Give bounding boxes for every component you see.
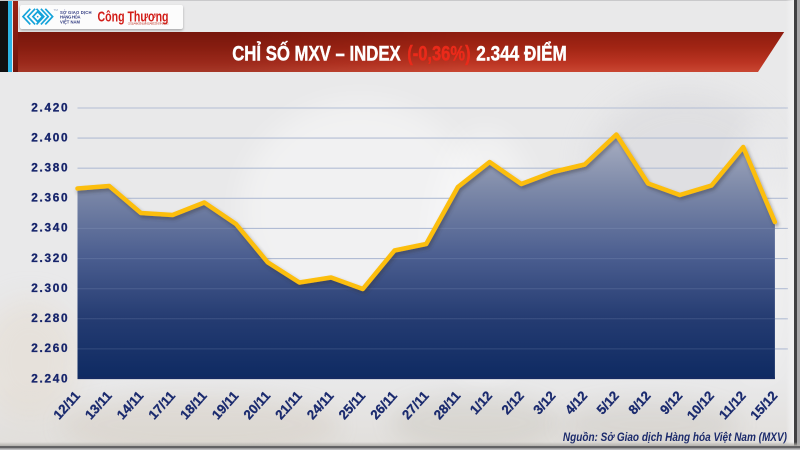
svg-text:VIỆT NAM: VIỆT NAM: [60, 19, 81, 24]
svg-text:2.260: 2.260: [31, 341, 68, 355]
svg-text:2.380: 2.380: [31, 161, 68, 175]
svg-text:2.400: 2.400: [31, 130, 68, 144]
svg-text:2.280: 2.280: [31, 311, 68, 325]
svg-text:2.360: 2.360: [31, 191, 68, 205]
svg-text:2.320: 2.320: [31, 251, 68, 265]
svg-text:2.344 ĐIỂM: 2.344 ĐIỂM: [476, 43, 567, 66]
svg-text:2.240: 2.240: [31, 371, 68, 385]
svg-text:CHỈ SỐ MXV – INDEX: CHỈ SỐ MXV – INDEX: [232, 42, 401, 66]
svg-text:SỞ GIAO DỊCH: SỞ GIAO DỊCH: [60, 10, 92, 15]
svg-text:2.420: 2.420: [31, 100, 68, 114]
svg-text:Công Thương: Công Thương: [98, 9, 169, 26]
svg-text:CƠ QUAN NGÔN LUẬN CỦA BỘ CÔNG: CƠ QUAN NGÔN LUẬN CỦA BỘ CÔNG THƯƠNG: [128, 20, 169, 25]
svg-text:2.340: 2.340: [31, 221, 68, 235]
svg-text:HÀNG HÓA: HÀNG HÓA: [60, 15, 81, 20]
svg-text:TM: TM: [54, 8, 59, 12]
svg-text:2.300: 2.300: [31, 281, 68, 295]
svg-text:(-0,36%): (-0,36%): [407, 43, 470, 66]
